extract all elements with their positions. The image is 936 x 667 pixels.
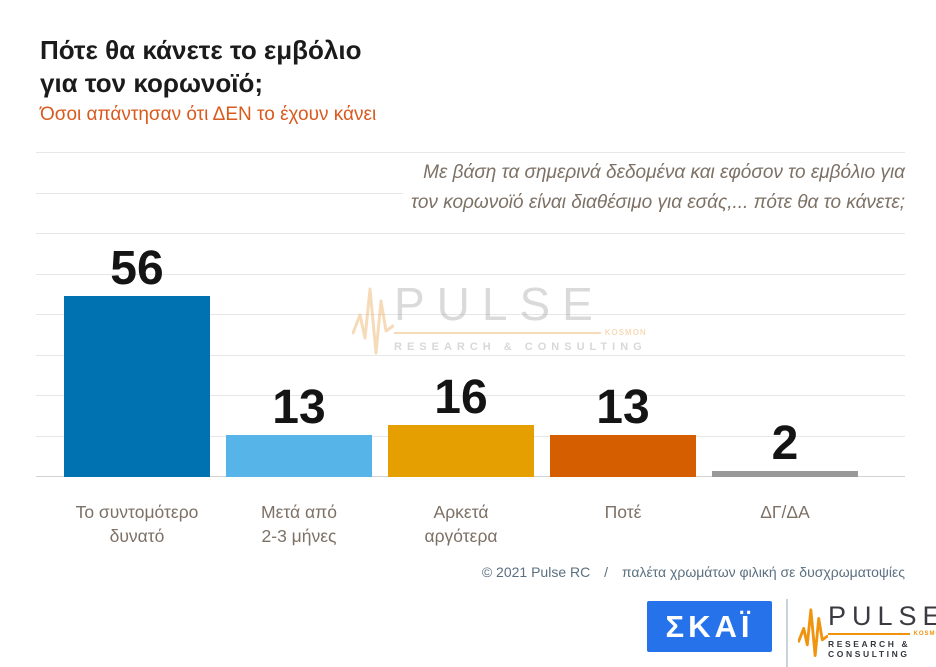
bar <box>712 470 858 477</box>
watermark-wordmark: PULSE <box>394 278 605 330</box>
pulse-rule-line <box>828 633 910 635</box>
pulse-rule: KOSMON <box>828 631 936 637</box>
bar-value-label: 2 <box>771 416 799 470</box>
bar-value-label: 13 <box>596 380 650 434</box>
bar-slot: 2 <box>704 153 866 477</box>
question-annotation: Με βάση τα σημερινά δεδομένα και εφόσον … <box>403 156 905 222</box>
pulse-waveform-icon <box>798 608 828 657</box>
category-label: Το συντομότερο δυνατό <box>75 502 199 546</box>
bar <box>226 434 372 477</box>
separator: / <box>604 564 608 580</box>
pulse-wordmark: PULSE <box>828 601 936 631</box>
watermark-tagline: KOSMON <box>604 328 647 337</box>
bar-value-label: 16 <box>434 371 488 425</box>
gridline <box>36 152 905 153</box>
copyright-text: © 2021 Pulse RC <box>481 564 591 580</box>
gridline <box>36 233 905 234</box>
bar-value-label: 56 <box>110 241 164 295</box>
bar-slot: 13 <box>542 153 704 477</box>
category-label: Αρκετά αργότερα <box>424 502 498 546</box>
bar <box>550 434 696 477</box>
watermark-rule: KOSMON <box>394 328 647 337</box>
bar-slot: 13 <box>218 153 380 477</box>
title-line-2: για τον κορωνοϊό; <box>40 68 264 98</box>
watermark-rule-line <box>394 331 601 334</box>
question-line-1: Με βάση τα σημερινά δεδομένα και εφόσον … <box>423 162 905 183</box>
gridline <box>36 354 905 356</box>
logo-divider <box>786 599 788 667</box>
category-label: Ποτέ <box>604 502 642 522</box>
bar-value-label: 13 <box>272 380 326 434</box>
gridline <box>36 395 905 396</box>
bar-slot: 16 <box>380 153 542 477</box>
page-title: Πότε θα κάνετε το εμβόλιο για τον κορωνο… <box>40 34 362 100</box>
bar <box>388 425 534 477</box>
bar <box>64 295 210 477</box>
gridline <box>36 273 905 275</box>
skai-logo: ΣΚΑΪ <box>647 601 772 652</box>
watermark-subtitle: RESEARCH & CONSULTING <box>394 341 647 353</box>
bars-row: 56 13 16 13 2 <box>56 153 866 477</box>
title-line-1: Πότε θα κάνετε το εμβόλιο <box>40 35 362 65</box>
gridline <box>36 314 905 315</box>
pulse-subtitle: RESEARCH & CONSULTING <box>828 639 911 659</box>
pulse-tagline: KOSMON <box>913 631 936 637</box>
pulse-logo: PULSE KOSMON RESEARCH & CONSULTING <box>798 603 936 661</box>
bar-slot: 56 <box>56 153 218 477</box>
category-label: Μετά από 2-3 μήνες <box>261 502 337 546</box>
palette-note: παλέτα χρωμάτων φιλική σε δυσχρωματοψίες <box>621 564 905 580</box>
page-subtitle: Όσοι απάντησαν ότι ΔΕΝ το έχουν κάνει <box>40 104 377 125</box>
category-labels: Το συντομότερο δυνατό Μετά από 2-3 μήνες Α… <box>56 500 866 548</box>
pulse-watermark: PULSE KOSMON RESEARCH & CONSULTING <box>352 281 647 359</box>
pulse-waveform-icon <box>352 287 394 355</box>
question-line-2: τον κορωνοϊό είναι διαθέσιμο για εσάς,..… <box>411 192 905 213</box>
copyright-note: © 2021 Pulse RC / παλέτα χρωμάτων φιλική… <box>482 564 905 580</box>
plot-area: 56 13 16 13 2 <box>36 152 905 477</box>
category-label: ΔΓ/ΔΑ <box>760 502 810 522</box>
